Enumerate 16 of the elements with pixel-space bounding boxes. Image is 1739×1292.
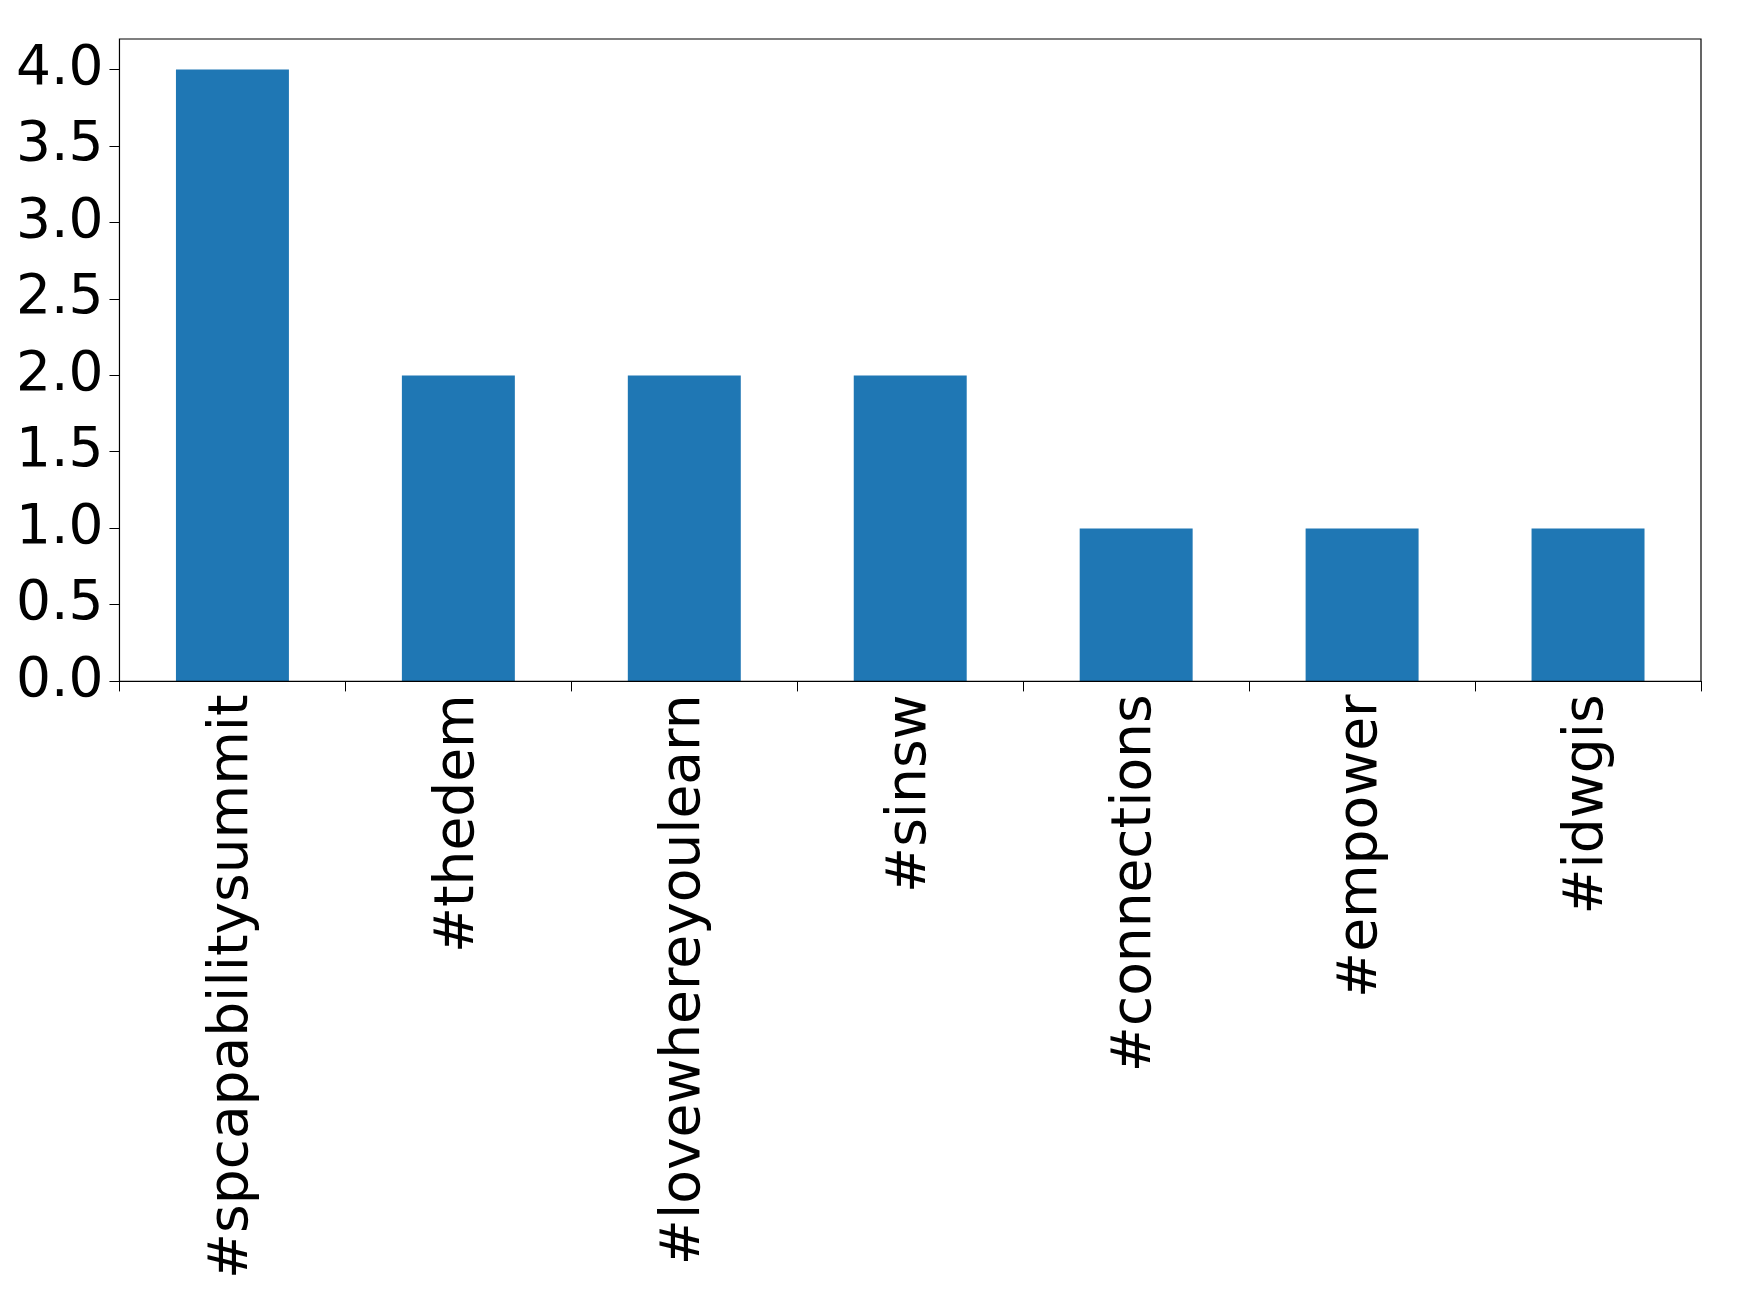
- y-tick-label: 3.0: [16, 185, 104, 250]
- y-tick-label: 2.5: [16, 262, 104, 327]
- y-tick-label: 0.5: [16, 568, 104, 633]
- x-tick-label: #spcapabilitysummit: [195, 694, 260, 1279]
- x-tick-label: #thedem: [421, 694, 486, 954]
- y-tick-label: 3.5: [16, 109, 104, 174]
- x-tick-label: #connections: [1099, 694, 1164, 1073]
- y-tick-label: 2.0: [16, 338, 104, 403]
- y-tick-label: 4.0: [16, 32, 104, 97]
- x-tick-label: #sinsw: [873, 694, 938, 893]
- x-tick-label: #idwgis: [1551, 694, 1616, 915]
- y-tick-label: 1.5: [16, 415, 104, 480]
- y-tick-label: 0.0: [16, 644, 104, 709]
- x-tick-label: #empower: [1325, 694, 1390, 998]
- x-tick-label: #lovewhereyoulearn: [647, 694, 712, 1266]
- y-tick-label: 1.0: [16, 491, 104, 556]
